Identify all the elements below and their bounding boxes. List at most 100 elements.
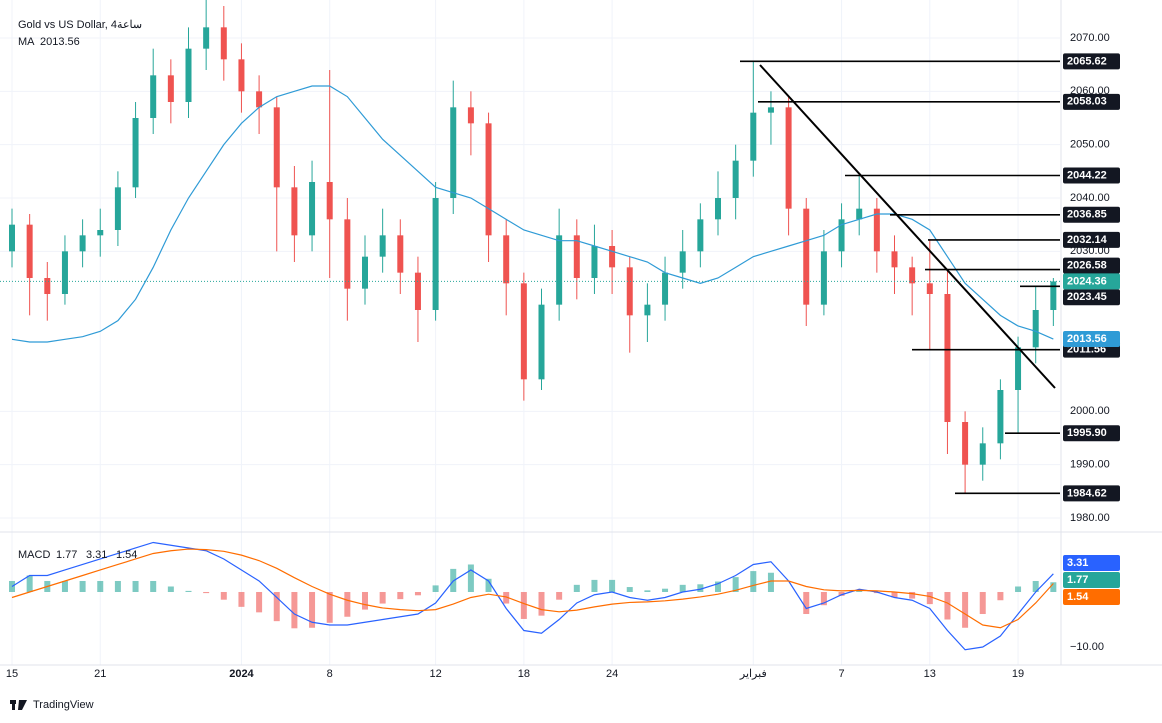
level-label-bg [1063,206,1120,223]
ma-line [11,85,1054,343]
macd-histogram-bar [503,591,510,604]
macd-histogram-bar [185,590,192,592]
macd-histogram-bar [1015,586,1022,592]
candle-body [609,246,616,268]
ma-legend-value: 2013.56 [40,36,80,48]
candle-body [220,27,227,60]
macd-histogram-bar [291,591,298,629]
candle-body [873,208,880,252]
candle-body [397,235,404,273]
candle-body [185,48,192,102]
macd-histogram-bar [467,564,474,592]
macd-histogram-bar [591,579,598,592]
macd-histogram-bar [820,591,827,606]
candle-body [414,272,421,310]
candle-body [150,75,157,118]
candle-body [44,278,51,294]
level-label: 1995.90 [1067,427,1107,439]
candle-body [291,187,298,236]
macd-histogram-bar [344,591,351,617]
macd-histogram-bar [326,591,333,623]
x-tick-label: 8 [327,668,333,680]
candle-body [344,219,351,289]
candle-body [697,219,704,252]
macd-histogram-bar [485,578,492,592]
y-tick-label: 2000.00 [1070,405,1110,417]
macd-histogram-bar [750,571,757,592]
level-label: 2023.45 [1067,291,1107,303]
symbol-title: Gold vs US Dollar, 4ساعة [18,19,142,31]
macd-pane [9,541,1057,651]
macd-histogram-bar [962,591,969,628]
ma-price-label-bg [1063,331,1120,348]
ma-price-label: 2013.56 [1067,333,1107,345]
ma-legend-name: MA [18,36,35,48]
trend-line [759,64,1056,389]
current-price-label-bg [1063,273,1120,290]
candle-body [644,304,651,316]
macd-histogram-bar [626,587,633,592]
level-label: 2065.62 [1067,55,1107,67]
level-label-bg [1063,289,1120,306]
macd-histogram-bar [256,591,263,613]
candle-body [114,187,121,230]
candle-body [503,235,510,284]
macd-histogram-bar [944,591,951,620]
candle-body [379,235,386,257]
macd-histogram-bar [697,584,704,592]
candle-body [838,219,845,252]
macd-histogram-bar [414,591,421,596]
macd-histogram-bar [803,591,810,615]
macd-histogram-bar [662,588,669,592]
candle-body [9,224,15,252]
macd-histogram-bar [167,586,174,592]
macd-value-label-bg [1063,555,1120,571]
macd-histogram-bar [609,579,616,592]
x-tick-label: 2024 [229,668,254,680]
macd-histogram-bar [909,591,916,599]
x-tick-label: 18 [518,668,530,680]
candle-body [750,112,757,161]
y-tick-label: 1980.00 [1070,512,1110,524]
macd-histogram-bar [238,591,245,607]
candle-body [362,256,368,289]
candle-body [626,267,633,316]
macd-legend-signal: 1.54 [116,549,137,561]
macd-histogram-bar [644,590,651,592]
candle-body [556,235,563,305]
candle-body [61,251,68,294]
y-tick-label: 1990.00 [1070,459,1110,471]
macd-histogram-bar [520,591,527,619]
macd-histogram-bar [203,591,210,594]
candle-body [979,443,986,465]
y-tick-label: 2050.00 [1070,139,1110,151]
macd-line [11,541,1054,651]
macd-histogram-bar [573,584,580,592]
level-label: 2026.58 [1067,259,1107,271]
candle-body [309,182,316,236]
candle-body [538,304,545,380]
macd-histogram-bar [732,577,739,592]
macd-histogram-bar [679,584,686,592]
candle-body [591,246,598,278]
price-pane [0,0,1060,494]
candle-body [432,198,439,310]
candle-body [962,422,969,465]
candle-body [944,294,951,422]
macd-histogram-bar [26,575,33,592]
candle-body [891,251,898,268]
macd-histogram-bar [379,591,386,604]
macd-histogram-bar [891,591,898,598]
y-tick-label: −10.00 [1070,641,1104,653]
y-tick-label: 2040.00 [1070,192,1110,204]
candle-body [785,107,792,209]
candle-body [238,59,245,92]
macd-histogram-bar [309,591,316,628]
candle-body [167,75,174,102]
macd-histogram-bar [856,590,863,592]
candle-body [467,107,474,124]
candle-body [820,251,827,305]
level-label-bg [1063,93,1120,110]
macd-histogram-bar [97,580,104,592]
